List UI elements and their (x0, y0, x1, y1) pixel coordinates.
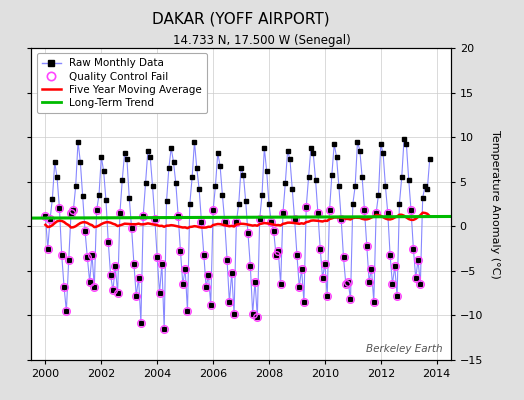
Title: DAKAR (YOFF AIRPORT): DAKAR (YOFF AIRPORT) (152, 11, 330, 26)
Legend: Raw Monthly Data, Quality Control Fail, Five Year Moving Average, Long-Term Tren: Raw Monthly Data, Quality Control Fail, … (37, 53, 207, 113)
Text: 14.733 N, 17.500 W (Senegal): 14.733 N, 17.500 W (Senegal) (173, 34, 351, 47)
Y-axis label: Temperature Anomaly (°C): Temperature Anomaly (°C) (490, 130, 500, 278)
Text: Berkeley Earth: Berkeley Earth (366, 344, 442, 354)
